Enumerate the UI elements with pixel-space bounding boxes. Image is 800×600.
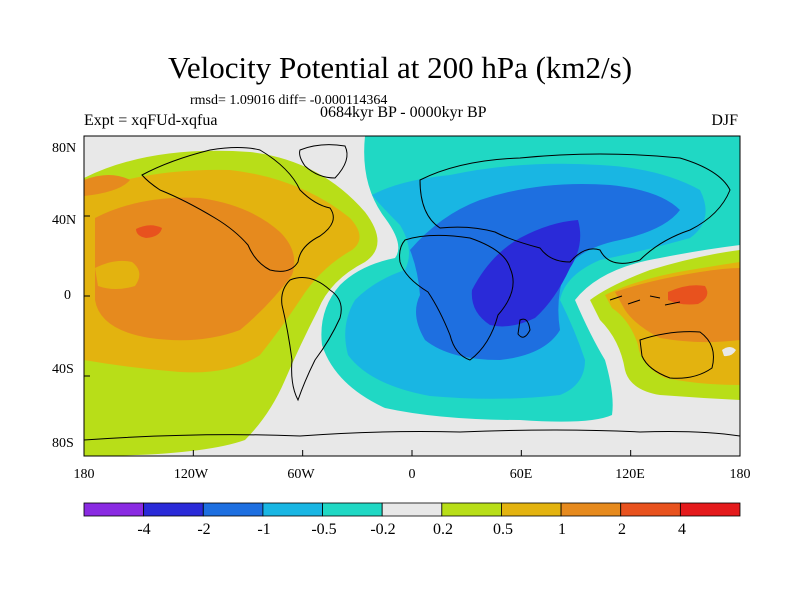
lat-label-40s: 40S xyxy=(52,362,74,377)
lat-label-40n: 40N xyxy=(52,213,77,228)
colorbar-label-0.5: 0.5 xyxy=(493,521,513,538)
period-label: 0684kyr BP - 0000kyr BP xyxy=(320,104,487,121)
lat-ticks xyxy=(84,135,90,457)
colorbar-label-2: 2 xyxy=(618,521,626,538)
colorbar-label-neg1: -1 xyxy=(257,521,271,538)
colorbar-swatch xyxy=(202,502,264,517)
lat-label-80n: 80N xyxy=(52,141,77,156)
colorbar-label-neg0.2: -0.2 xyxy=(370,521,396,538)
colorbar-label-0.2: 0.2 xyxy=(433,521,453,538)
contour-field xyxy=(84,136,740,456)
indian-negative-2 xyxy=(471,220,581,327)
season-label: DJF xyxy=(711,112,738,129)
antarctica-coast xyxy=(84,429,740,441)
lon-label-120e: 120E xyxy=(615,467,645,482)
colorbar-label-neg4: -4 xyxy=(137,521,151,538)
colorbar-label-1: 1 xyxy=(558,521,566,538)
lon-label-180w: 180 xyxy=(73,467,95,482)
maritime-islands xyxy=(609,295,681,306)
figure-title: Velocity Potential at 200 hPa (km2/s) xyxy=(167,50,633,85)
colorbar-swatch xyxy=(679,502,741,517)
coastlines xyxy=(84,144,740,441)
south-america-coast xyxy=(281,277,342,402)
colorbar xyxy=(83,502,741,517)
greenland-coast xyxy=(299,144,348,179)
colorbar-swatch xyxy=(381,502,443,517)
africa-coast xyxy=(399,234,514,361)
lon-label-60e: 60E xyxy=(509,467,533,482)
maritime-positive-1 xyxy=(615,268,740,343)
pacific-positive-2 xyxy=(136,225,162,238)
colorbar-swatch xyxy=(501,502,562,517)
colorbar-swatch xyxy=(620,502,681,517)
experiment-label: Expt = xqFUd-xqfua xyxy=(84,112,218,129)
colorbar-swatch xyxy=(441,502,502,517)
lat-label-0: 0 xyxy=(64,288,71,303)
north-america-coast xyxy=(141,147,334,272)
colorbar-swatch xyxy=(322,502,383,517)
colorbar-label-neg2: -2 xyxy=(197,521,211,538)
maritime-positive-2 xyxy=(668,285,708,305)
lon-label-60w: 60W xyxy=(287,467,315,482)
lon-label-180e: 180 xyxy=(729,467,751,482)
madagascar-coast xyxy=(517,318,531,338)
colorbar-label-neg0.5: -0.5 xyxy=(311,521,337,538)
lon-label-0: 0 xyxy=(408,467,416,482)
colorbar-swatch xyxy=(83,502,145,517)
lon-label-120w: 120W xyxy=(173,467,209,482)
stats-label: rmsd= 1.09016 diff= -0.000114364 xyxy=(190,93,388,108)
lat-label-80s: 80S xyxy=(52,436,74,451)
pacific-positive-0.5-inner xyxy=(95,260,140,289)
eurasia-coast xyxy=(419,153,731,264)
maritime-negative-spot xyxy=(722,347,736,357)
lon-ticks xyxy=(83,450,741,456)
pacific-positive-1-north xyxy=(84,175,130,196)
australia-coast xyxy=(639,331,714,379)
colorbar-label-4: 4 xyxy=(678,521,686,538)
colorbar-swatch xyxy=(560,502,622,517)
colorbar-swatch xyxy=(143,502,204,517)
colorbar-swatch xyxy=(262,502,323,517)
